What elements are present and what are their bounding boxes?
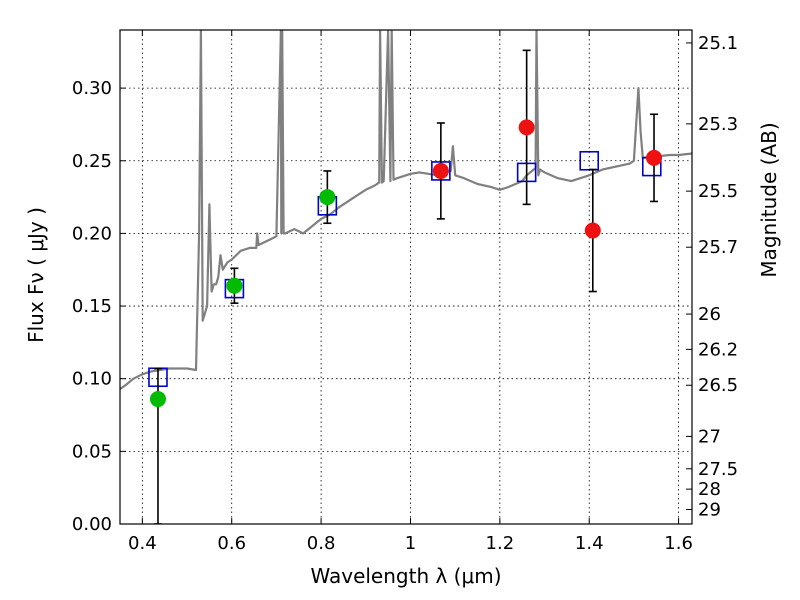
observed-point <box>646 149 663 166</box>
x-tick-label: 1 <box>405 533 416 554</box>
right-axis-label: Magnitude (AB) <box>757 122 781 277</box>
right-tick-label: 25.1 <box>698 33 738 54</box>
observed-point <box>319 189 336 206</box>
right-tick-label: 25.3 <box>698 114 738 135</box>
x-tick-label: 1.2 <box>486 533 515 554</box>
right-tick-label: 26.2 <box>698 339 738 360</box>
y-tick-label: 0.30 <box>72 78 112 99</box>
grid <box>120 30 692 525</box>
observed-point <box>518 119 535 136</box>
y-tick-label: 0.00 <box>72 514 112 535</box>
x-tick-label: 1.4 <box>575 533 604 554</box>
x-tick-label: 0.4 <box>128 533 157 554</box>
x-tick-label: 0.6 <box>217 533 246 554</box>
right-tick-label: 27 <box>698 426 721 447</box>
observed-point <box>432 162 449 179</box>
observed-point <box>226 277 243 294</box>
plot-area <box>120 30 692 524</box>
right-tick-label: 26.5 <box>698 375 738 396</box>
sed-model-line <box>120 30 692 390</box>
right-tick-label: 29 <box>698 499 721 520</box>
y-axis-label: Flux Fν ( μJy ) <box>24 207 48 343</box>
plot-frame <box>119 29 693 525</box>
right-tick-label: 27.5 <box>698 459 738 480</box>
y-tick-label: 0.05 <box>72 441 112 462</box>
y-tick-label: 0.10 <box>72 369 112 390</box>
axes: 0.4 0.6 0.8 1 1.2 1.4 1.6 0.00 0.05 0.10 0.15 0.20 0… <box>72 30 738 554</box>
observed-point <box>584 222 601 239</box>
x-axis-label: Wavelength λ (μm) <box>310 564 501 588</box>
x-tick-label: 1.6 <box>664 533 693 554</box>
y-tick-label: 0.25 <box>72 151 112 172</box>
right-tick-label: 26 <box>698 304 721 325</box>
observed-point <box>149 391 166 408</box>
y-tick-label: 0.15 <box>72 296 112 317</box>
right-tick-label: 25.5 <box>698 181 738 202</box>
right-tick-label: 28 <box>698 479 721 500</box>
right-tick-label: 25.7 <box>698 237 738 258</box>
y-tick-label: 0.20 <box>72 223 112 244</box>
x-tick-label: 0.8 <box>307 533 336 554</box>
